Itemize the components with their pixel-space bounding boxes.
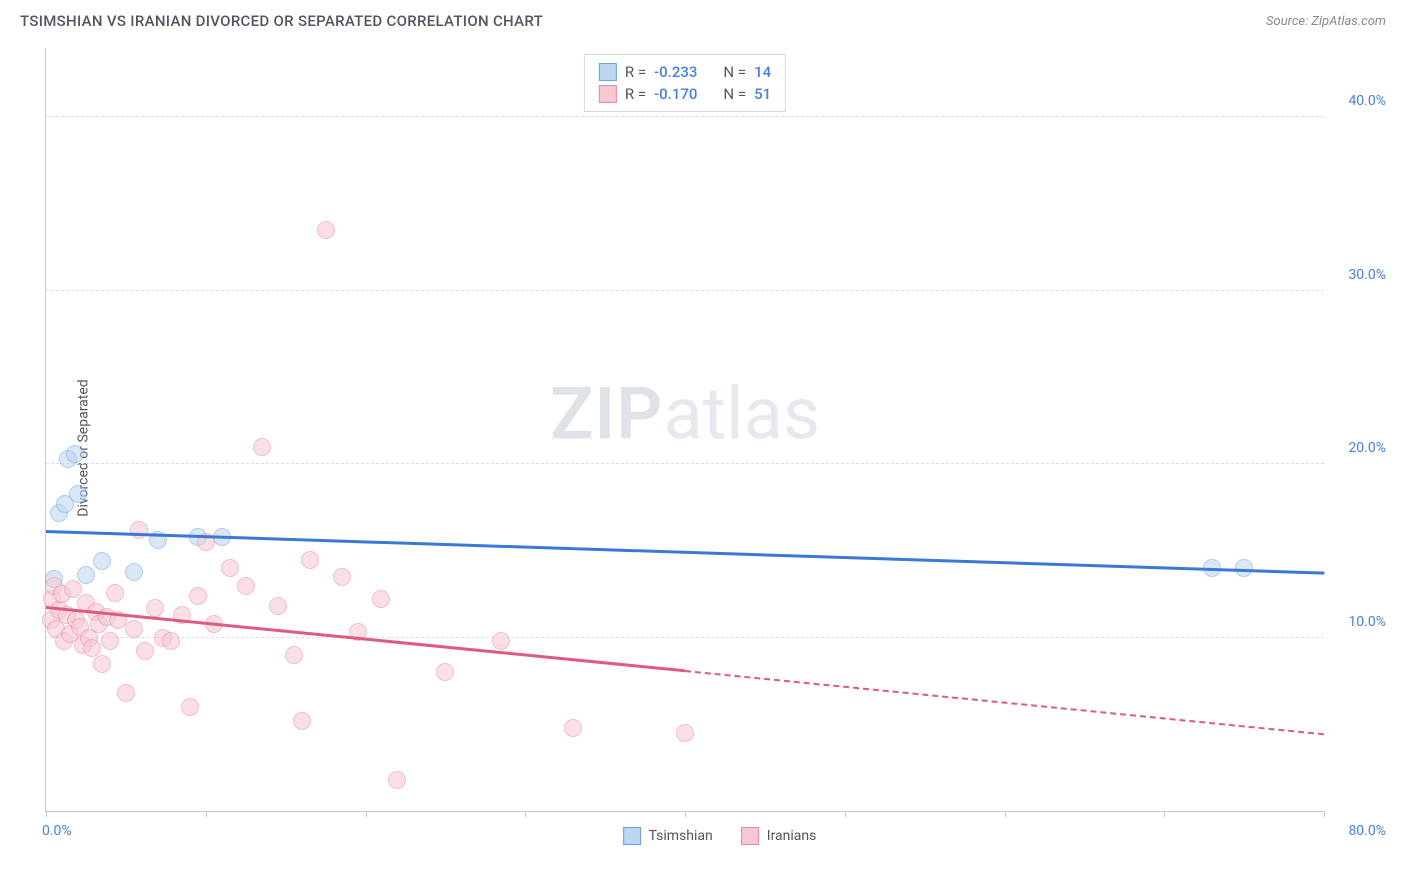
chart-container: Divorced or Separated ZIPatlas R =-0.233… (45, 48, 1394, 847)
legend-swatch (741, 827, 759, 845)
y-tick-label: 40.0% (1348, 93, 1386, 109)
x-tick (685, 811, 686, 817)
x-tick (1005, 811, 1006, 817)
data-point (237, 577, 255, 595)
x-tick (525, 811, 526, 817)
data-point (125, 563, 143, 581)
y-tick-label: 20.0% (1348, 440, 1386, 456)
data-point (101, 632, 119, 650)
legend-n-label: N = (723, 63, 746, 81)
x-tick (206, 811, 207, 817)
legend-r-value: -0.233 (654, 63, 697, 81)
x-tick (366, 811, 367, 817)
gridline (46, 637, 1324, 638)
legend-item: Iranians (741, 827, 817, 845)
data-point (221, 559, 239, 577)
legend-r-label: R = (625, 63, 646, 81)
data-point (146, 599, 164, 617)
y-tick-label: 30.0% (1348, 267, 1386, 283)
data-point (293, 712, 311, 730)
trend-line (685, 670, 1324, 735)
legend-label: Tsimshian (649, 828, 713, 844)
data-point (372, 590, 390, 608)
data-point (69, 485, 87, 503)
legend-n-value: 14 (754, 63, 771, 81)
legend-n-label: N = (723, 85, 746, 103)
legend-r-label: R = (625, 85, 646, 103)
x-tick (845, 811, 846, 817)
data-point (285, 646, 303, 664)
data-point (66, 445, 84, 463)
data-point (564, 719, 582, 737)
legend-swatch (599, 63, 617, 81)
source-attribution: Source: ZipAtlas.com (1266, 14, 1386, 29)
data-point (77, 566, 95, 584)
data-point (388, 771, 406, 789)
x-tick (1324, 811, 1325, 817)
series-legend: Tsimshian Iranians (623, 827, 817, 845)
data-point (130, 521, 148, 539)
gridline (46, 116, 1324, 117)
data-point (253, 438, 271, 456)
gridline (46, 463, 1324, 464)
data-point (93, 552, 111, 570)
data-point (333, 568, 351, 586)
legend-item: Tsimshian (623, 827, 713, 845)
data-point (125, 620, 143, 638)
x-tick (46, 811, 47, 817)
chart-title: TSIMSHIAN VS IRANIAN DIVORCED OR SEPARAT… (20, 12, 543, 30)
y-tick-label: 10.0% (1348, 614, 1386, 630)
data-point (436, 663, 454, 681)
data-point (301, 551, 319, 569)
data-point (181, 698, 199, 716)
legend-row: R = -0.170 N = 51 (599, 83, 771, 105)
data-point (676, 724, 694, 742)
correlation-legend: R = -0.233 N = 14 R = -0.170 N = 51 (584, 54, 786, 112)
legend-label: Iranians (767, 828, 817, 844)
data-point (136, 642, 154, 660)
x-tick-label: 80.0% (1348, 823, 1386, 839)
legend-swatch (599, 85, 617, 103)
data-point (269, 597, 287, 615)
data-point (117, 684, 135, 702)
legend-row: R = -0.233 N = 14 (599, 61, 771, 83)
data-point (162, 632, 180, 650)
legend-n-value: 51 (754, 85, 771, 103)
legend-swatch (623, 827, 641, 845)
data-point (317, 221, 335, 239)
x-tick-label: 0.0% (42, 823, 72, 839)
data-point (189, 587, 207, 605)
trend-line (46, 606, 685, 672)
watermark: ZIPatlas (550, 372, 820, 457)
plot-area: ZIPatlas R =-0.233N =14R =-0.170N =51 10… (45, 48, 1324, 812)
data-point (106, 584, 124, 602)
data-point (93, 655, 111, 673)
data-point (492, 632, 510, 650)
gridline (46, 290, 1324, 291)
legend-r-value: -0.170 (654, 85, 697, 103)
x-tick (1164, 811, 1165, 817)
